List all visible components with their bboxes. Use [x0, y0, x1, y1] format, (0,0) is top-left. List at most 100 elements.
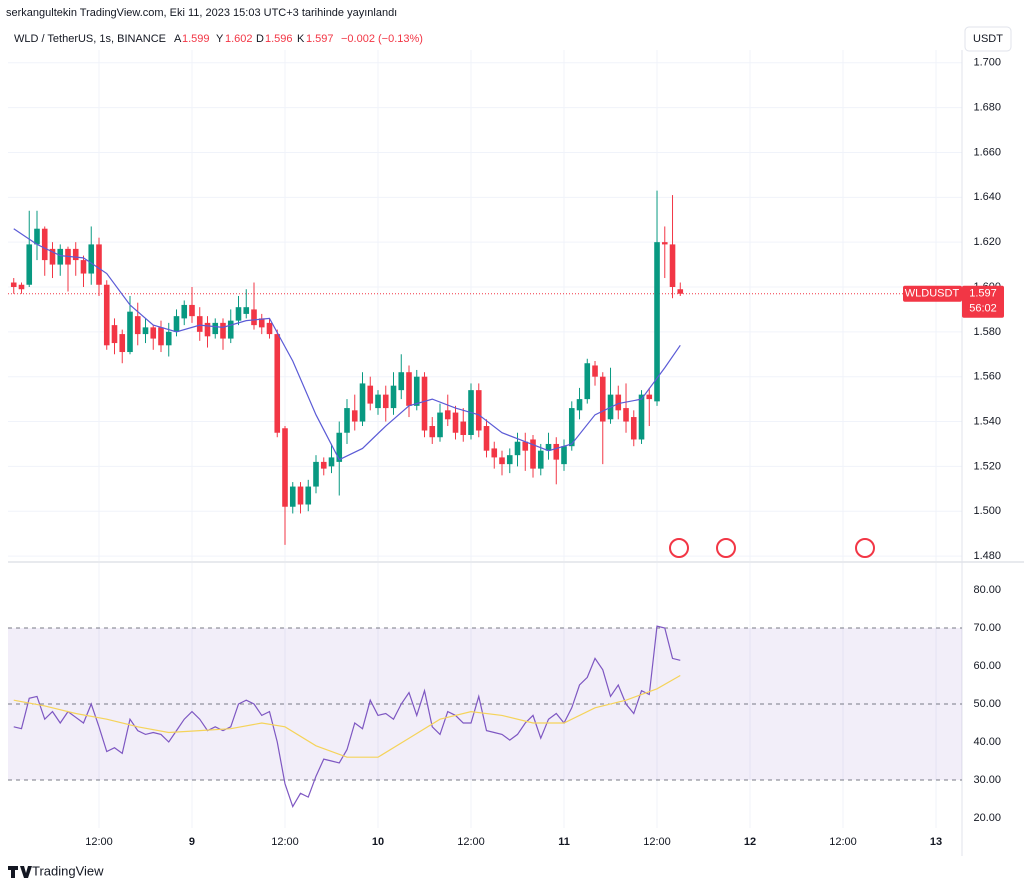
candle-body	[57, 248, 64, 265]
candle-body	[72, 248, 79, 261]
candle-body	[638, 394, 645, 440]
candle-body	[266, 322, 273, 335]
y-tick-label: 60.00	[973, 660, 1001, 672]
moving-average	[13, 228, 681, 461]
candle-body	[460, 421, 467, 435]
candle-body	[599, 376, 606, 422]
currency-button[interactable]	[964, 26, 1012, 52]
price-tag	[903, 285, 962, 302]
candle-body	[367, 385, 374, 404]
y-tick-label: 1.580	[973, 326, 1001, 338]
legend-key: D	[256, 33, 264, 45]
legend-high: 1.602	[225, 33, 253, 45]
x-tick-label: 11	[558, 836, 570, 848]
candle-body	[10, 282, 17, 288]
legend-key: Y	[216, 33, 224, 45]
candle-body	[452, 412, 459, 433]
x-tick-label: 12:00	[457, 836, 485, 848]
candle-body	[398, 372, 405, 391]
candle-body	[623, 408, 629, 422]
candle-body	[336, 432, 343, 462]
symbol-title: WLD / TetherUS, 1s, BINANCE	[14, 33, 166, 45]
candle-body	[506, 455, 513, 465]
candle-body	[150, 327, 157, 339]
event-icons	[669, 538, 875, 558]
candle-body	[41, 228, 48, 261]
y-tick-label: 70.00	[973, 622, 1001, 634]
candle-body	[537, 450, 544, 469]
legend-change: −0.002 (−0.13%)	[341, 33, 423, 45]
candle-body	[258, 318, 265, 328]
candle-body	[576, 399, 583, 411]
candle-body	[522, 441, 529, 451]
y-tick-label: 1.560	[973, 371, 1001, 383]
candle-body	[158, 327, 164, 346]
event-icon[interactable]	[716, 538, 736, 558]
price-tag-value: 1.597	[969, 288, 997, 300]
candle-body	[80, 260, 87, 274]
y-tick-label: 40.00	[973, 736, 1001, 748]
grid	[8, 50, 962, 828]
price-tag-countdown: 56:02	[969, 303, 997, 315]
candle-body	[88, 244, 95, 274]
candle-body	[514, 441, 521, 456]
candle-body	[592, 365, 598, 377]
candle-body	[530, 439, 536, 469]
legend-open: 1.599	[182, 33, 210, 45]
candle-body	[313, 461, 319, 487]
legend-key: K	[297, 33, 305, 45]
candle-body	[251, 309, 257, 326]
candle-body	[444, 410, 451, 420]
candle-body	[134, 316, 141, 335]
candle-body	[119, 334, 126, 353]
candle-body	[568, 408, 575, 447]
candle-body	[615, 394, 622, 411]
candle-body	[669, 244, 676, 288]
candle-body	[127, 311, 133, 353]
x-tick-label: 12:00	[85, 836, 113, 848]
candle-body	[235, 307, 242, 321]
candle-body	[390, 385, 397, 409]
candle-body	[630, 417, 637, 440]
publisher: serkangultekin TradingView.com, Eki 11, …	[6, 7, 397, 19]
event-icon[interactable]	[855, 538, 875, 558]
candle-body	[584, 363, 591, 400]
candle-body	[359, 383, 366, 422]
candle-body	[173, 316, 180, 332]
brand-name: TradingView	[32, 863, 104, 878]
brand: TradingView	[8, 863, 104, 878]
candle-body	[429, 426, 436, 438]
candle-body	[181, 304, 188, 319]
candle-body	[654, 242, 660, 402]
y-tick-label: 1.480	[973, 550, 1001, 562]
legend-key: A	[174, 33, 182, 45]
price-tag	[962, 285, 1004, 318]
x-tick-label: 10	[372, 836, 384, 848]
candle-body	[421, 376, 428, 431]
x-tick-label: 13	[930, 836, 942, 848]
y-tick-label: 1.520	[973, 460, 1001, 472]
rsi-line	[13, 674, 681, 758]
x-tick-label: 12:00	[643, 836, 671, 848]
candle-body	[26, 244, 33, 285]
candle-body	[49, 248, 56, 265]
y-tick-label: 1.540	[973, 415, 1001, 427]
candle-body	[545, 443, 552, 451]
candle-body	[375, 394, 381, 409]
candle-body	[382, 394, 389, 409]
candle-body	[289, 486, 296, 507]
candle-body	[305, 486, 312, 505]
candle-body	[406, 372, 412, 406]
event-icon[interactable]	[669, 538, 689, 558]
candle-body	[243, 307, 250, 314]
y-tick-label: 80.00	[973, 584, 1001, 596]
candle-body	[320, 461, 327, 469]
y-tick-label: 1.680	[973, 102, 1001, 114]
x-tick-label: 12	[744, 836, 756, 848]
currency-label[interactable]: USDT	[973, 33, 1003, 45]
y-tick-label: 50.00	[973, 698, 1001, 710]
candle-body	[297, 486, 304, 505]
candle-body	[351, 410, 358, 422]
